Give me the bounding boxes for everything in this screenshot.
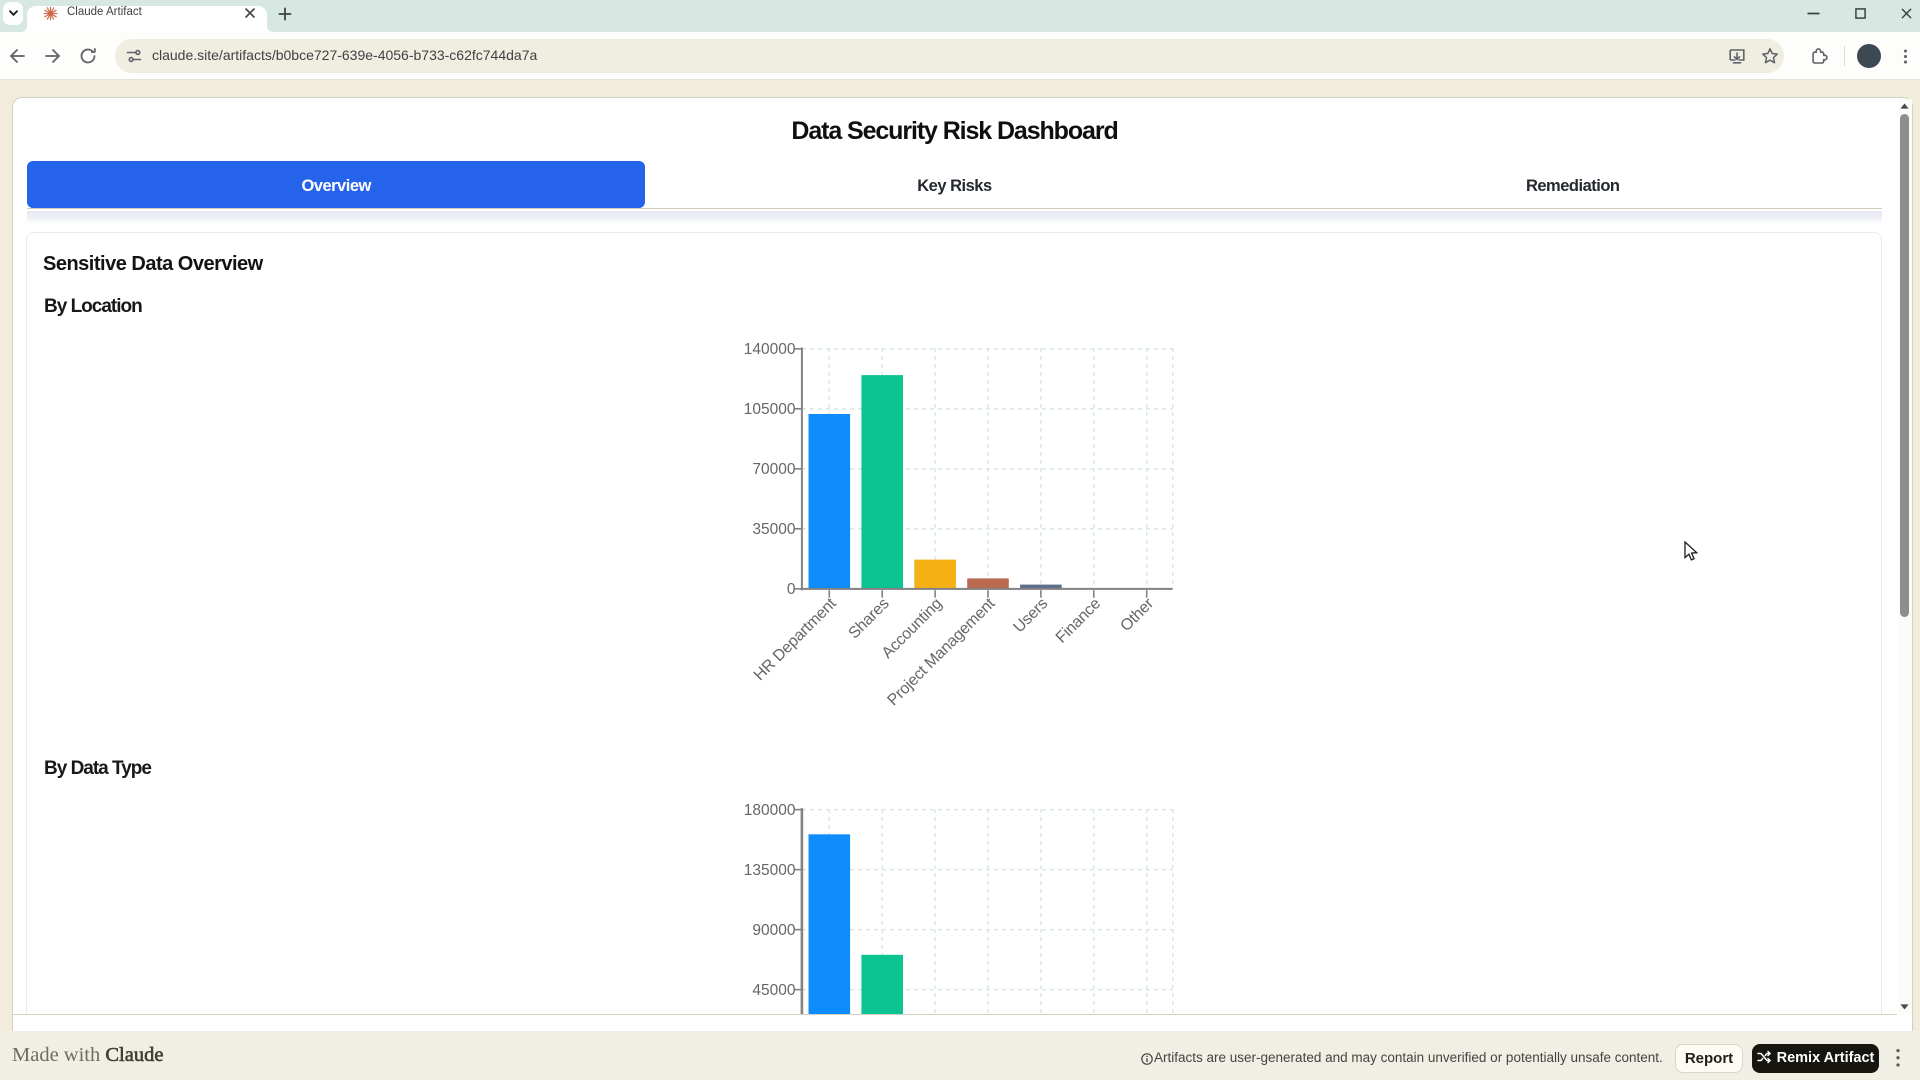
svg-text:Users: Users bbox=[1010, 595, 1051, 636]
svg-text:45000: 45000 bbox=[752, 982, 795, 999]
svg-text:140000: 140000 bbox=[744, 341, 796, 358]
svg-text:Shares: Shares bbox=[846, 595, 893, 642]
svg-text:Finance: Finance bbox=[1053, 595, 1104, 646]
svg-text:105000: 105000 bbox=[744, 401, 796, 418]
svg-text:Project Management: Project Management bbox=[884, 595, 998, 709]
svg-text:90000: 90000 bbox=[752, 922, 795, 939]
svg-text:0: 0 bbox=[787, 581, 796, 598]
svg-text:135000: 135000 bbox=[744, 862, 796, 879]
svg-text:70000: 70000 bbox=[752, 461, 795, 478]
svg-text:180000: 180000 bbox=[744, 802, 796, 819]
svg-text:Other: Other bbox=[1117, 595, 1157, 635]
svg-text:HR Department: HR Department bbox=[751, 595, 840, 684]
svg-text:35000: 35000 bbox=[752, 521, 795, 538]
